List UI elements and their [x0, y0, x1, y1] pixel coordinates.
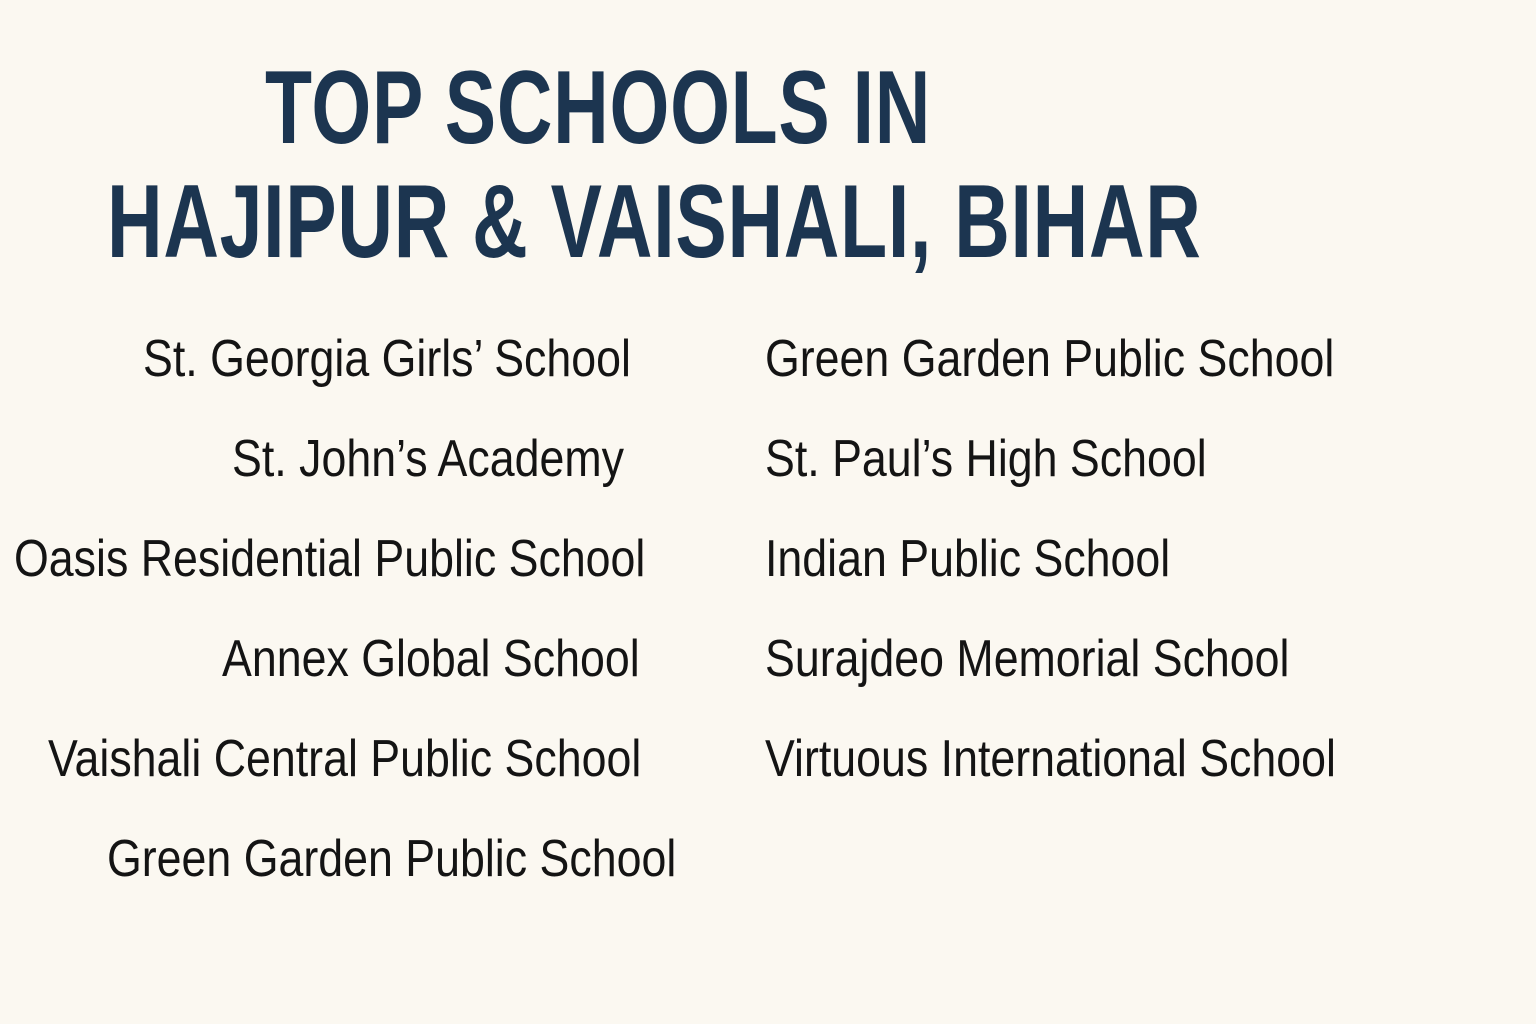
- list-item: Virtuous International School: [765, 730, 1336, 788]
- list-item: Oasis Residential Public School: [14, 530, 646, 588]
- list-item: St. John’s Academy: [232, 430, 624, 488]
- title-line-2: HAJIPUR & VAISHALI, BIHAR: [107, 164, 1202, 280]
- list-item: St. Georgia Girls’ School: [143, 330, 631, 388]
- list-item: Indian Public School: [765, 530, 1171, 588]
- list-item: Green Garden Public School: [765, 330, 1335, 388]
- title-line-1: TOP SCHOOLS IN: [265, 50, 932, 166]
- list-item: St. Paul’s High School: [765, 430, 1207, 488]
- list-item: Annex Global School: [222, 630, 640, 688]
- list-item: Vaishali Central Public School: [48, 730, 642, 788]
- list-item: Surajdeo Memorial School: [765, 630, 1290, 688]
- list-item: Green Garden Public School: [107, 830, 677, 888]
